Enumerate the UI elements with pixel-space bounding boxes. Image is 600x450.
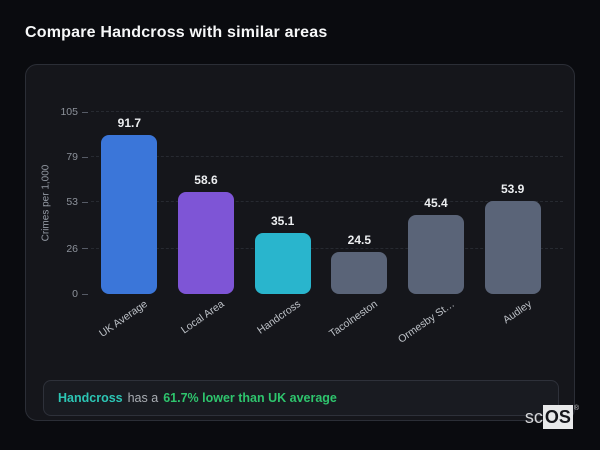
gridline <box>91 201 563 203</box>
y-tick-label: 53 <box>66 195 88 209</box>
x-axis-label: UK Average <box>97 298 151 340</box>
bar-value-label: 24.5 <box>347 232 371 247</box>
bar-local-area[interactable] <box>177 192 234 294</box>
bar-slot: 35.1 Handcross <box>244 112 321 337</box>
bar-ormesby-st-[interactable] <box>407 215 464 294</box>
bar-value-label: 53.9 <box>500 181 525 196</box>
bar-slot: 58.6 Local Area <box>168 112 245 336</box>
y-tick-label: 105 <box>60 105 88 119</box>
page-title: Compare Handcross with similar areas <box>25 24 328 41</box>
chart-card: Crimes per 1,000 0 26 53 79 105 91.7 UK Avera… <box>25 64 575 421</box>
bar-value-label: 58.6 <box>194 173 218 188</box>
x-axis-label: Ormesby St… <box>395 298 457 346</box>
y-axis-title: Crimes per 1,000 <box>40 164 52 242</box>
summary-connector: has a <box>127 391 159 405</box>
registered-mark: ® <box>573 405 579 412</box>
y-tick-label: 26 <box>66 242 88 256</box>
gridline <box>91 247 563 249</box>
x-axis-label: Handcross <box>255 298 304 337</box>
bar-slot: 45.4 Ormesby St… <box>396 112 475 346</box>
bar-slot: 91.7 UK Average <box>91 112 168 340</box>
gridline <box>91 156 563 158</box>
bar-audley[interactable] <box>484 200 541 294</box>
gridline <box>91 111 563 112</box>
x-axis-label: Audley <box>500 298 534 327</box>
bar-value-label: 91.7 <box>117 116 141 131</box>
logo-prefix: sc <box>524 407 543 427</box>
plot-area: 91.7 UK Average 58.6 Local Area 35.1 Handcros… <box>91 111 563 346</box>
bar-tacolneston[interactable] <box>331 251 388 294</box>
bar-handcross[interactable] <box>254 233 311 294</box>
summary-note: Handcross has a 61.7% lower than UK aver… <box>43 380 559 416</box>
y-tick-label: 79 <box>66 150 88 164</box>
logo-suffix: OS <box>542 405 573 429</box>
bar-uk-average[interactable] <box>101 135 158 294</box>
summary-stat: 61.7% lower than UK average <box>163 391 337 405</box>
summary-area-name: Handcross <box>58 391 123 405</box>
bar-value-label: 45.4 <box>424 196 448 211</box>
bar-slot: 53.9 Audley <box>474 112 551 326</box>
y-axis: 0 26 53 79 105 <box>52 106 88 300</box>
x-axis-label: Tacolneston <box>327 298 381 340</box>
bar-value-label: 35.1 <box>270 214 295 229</box>
scos-logo: sc OS ® <box>525 405 579 429</box>
bar-slot: 24.5 Tacolneston <box>321 112 398 340</box>
y-tick-label: 0 <box>72 287 88 301</box>
x-axis-label: Local Area <box>179 298 227 337</box>
